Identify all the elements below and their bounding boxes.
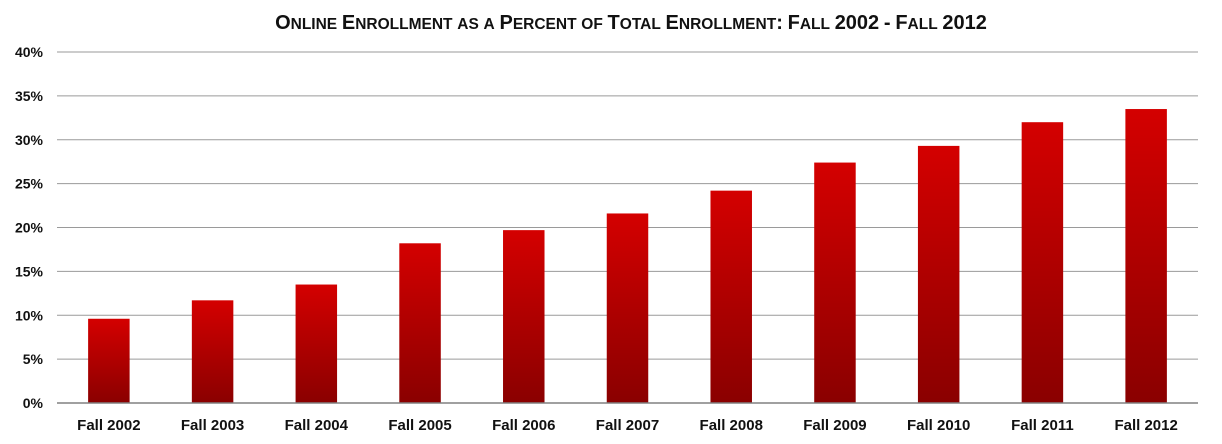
- bar: [503, 230, 545, 403]
- x-tick-label: Fall 2005: [388, 417, 451, 434]
- chart-title: ONLINE ENROLLMENT AS A PERCENT OF TOTAL …: [275, 12, 987, 34]
- bar: [1125, 109, 1167, 403]
- x-tick-label: Fall 2003: [181, 417, 244, 434]
- y-tick-label: 0%: [23, 395, 44, 411]
- bar: [1021, 122, 1064, 403]
- bar: [814, 162, 856, 403]
- y-tick-label: 10%: [15, 307, 44, 323]
- x-tick-label: Fall 2007: [596, 417, 659, 434]
- bar: [295, 284, 338, 403]
- y-tick-label: 35%: [15, 88, 44, 104]
- x-tick-label: Fall 2006: [492, 417, 555, 434]
- x-tick-label: Fall 2010: [907, 417, 970, 434]
- bar: [917, 145, 960, 403]
- y-tick-label: 40%: [15, 44, 44, 60]
- bar: [399, 243, 441, 403]
- x-axis-category-labels: Fall 2002 Fall 2003 Fall 2004 Fall 2005 Fall…: [77, 417, 1178, 434]
- x-tick-label: Fall 2009: [803, 417, 866, 434]
- y-tick-label: 30%: [15, 132, 44, 148]
- x-tick-label: Fall 2008: [700, 417, 763, 434]
- bar: [710, 190, 752, 403]
- bar: [606, 213, 649, 403]
- x-tick-label: Fall 2012: [1114, 417, 1177, 434]
- x-tick-label: Fall 2002: [77, 417, 140, 434]
- x-tick-label: Fall 2011: [1011, 417, 1074, 434]
- y-tick-label: 15%: [15, 263, 44, 279]
- y-tick-label: 20%: [15, 220, 44, 236]
- bar: [191, 300, 234, 403]
- bar: [88, 318, 130, 403]
- bars: [88, 109, 1167, 403]
- y-axis-tick-labels: 0% 5% 10% 15% 20% 25% 30% 35% 40%: [15, 44, 44, 411]
- y-tick-label: 25%: [15, 176, 44, 192]
- y-tick-label: 5%: [23, 351, 44, 367]
- x-tick-label: Fall 2004: [285, 417, 349, 434]
